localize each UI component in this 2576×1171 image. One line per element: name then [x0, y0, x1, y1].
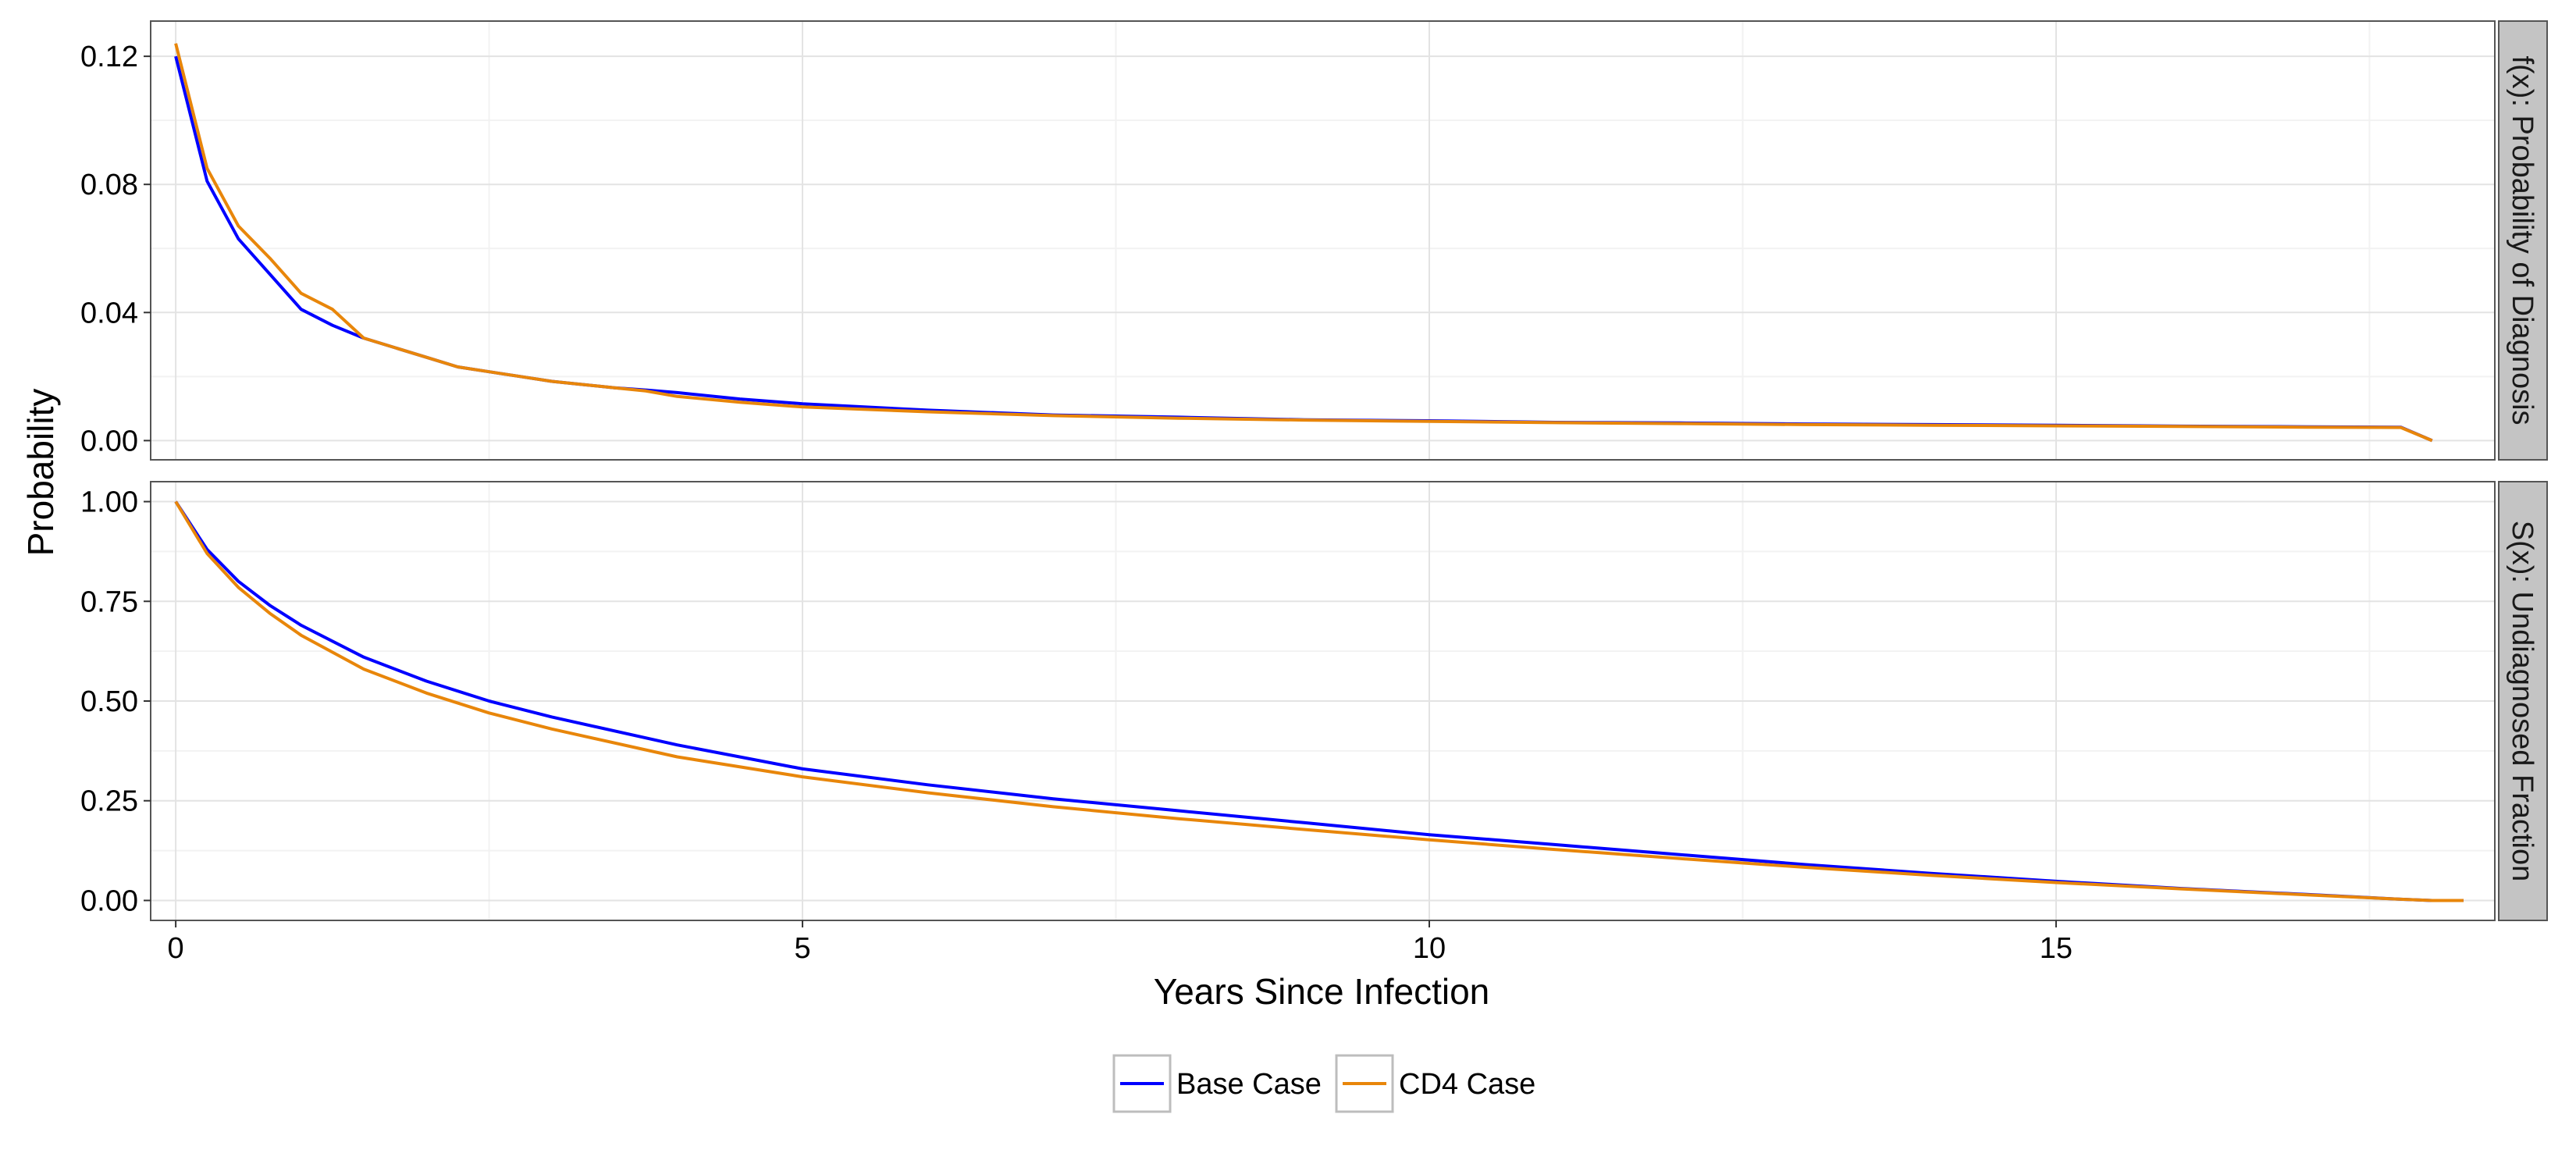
x-axis-title: Years Since Infection	[1154, 971, 1489, 1012]
facet-strip	[2498, 20, 2548, 461]
y-tick-label: 0.04	[80, 297, 138, 329]
y-tick-label: 0.75	[80, 586, 138, 618]
legend-label: Base Case	[1176, 1068, 1322, 1101]
legend: Base Case CD4 Case	[1112, 1054, 1535, 1113]
panel-1: 0.00 0.04 0.08 0.12 f(x): Probability of Dia…	[80, 20, 2548, 461]
x-tick-label: 0	[168, 932, 184, 965]
y-tick-label: 0.25	[80, 785, 138, 818]
x-tick-label: 5	[794, 932, 810, 965]
series-line-cd4-case	[174, 43, 2433, 443]
legend-item: Base Case	[1112, 1054, 1322, 1113]
x-tick-label: 15	[2040, 932, 2073, 965]
x-tick-label: 10	[1413, 932, 1446, 965]
y-tick-label: 0.50	[80, 685, 138, 718]
y-tick-label: 0.08	[80, 169, 138, 201]
legend-item: CD4 Case	[1335, 1054, 1535, 1113]
y-axis-title: Probability	[20, 389, 61, 557]
y-tick-label: 0.12	[80, 41, 138, 73]
panel-border	[150, 20, 2496, 461]
y-tick-label: 0.00	[80, 884, 138, 917]
y-tick-label: 0.00	[80, 425, 138, 457]
panel-background	[151, 21, 2495, 460]
y-tick-label: 1.00	[80, 486, 138, 519]
facet-strip	[2498, 481, 2548, 921]
panel-2: 0.00 0.25 0.50 0.75 1.00 S(x): Undiagnosed Fr…	[80, 481, 2548, 921]
series-line-cd4-case	[174, 500, 2464, 902]
facet-strip-label: S(x): Undiagnosed Fraction	[2506, 521, 2539, 882]
legend-label: CD4 Case	[1399, 1068, 1535, 1101]
facet-strip-label: f(x): Probability of Diagnosis	[2506, 55, 2539, 425]
